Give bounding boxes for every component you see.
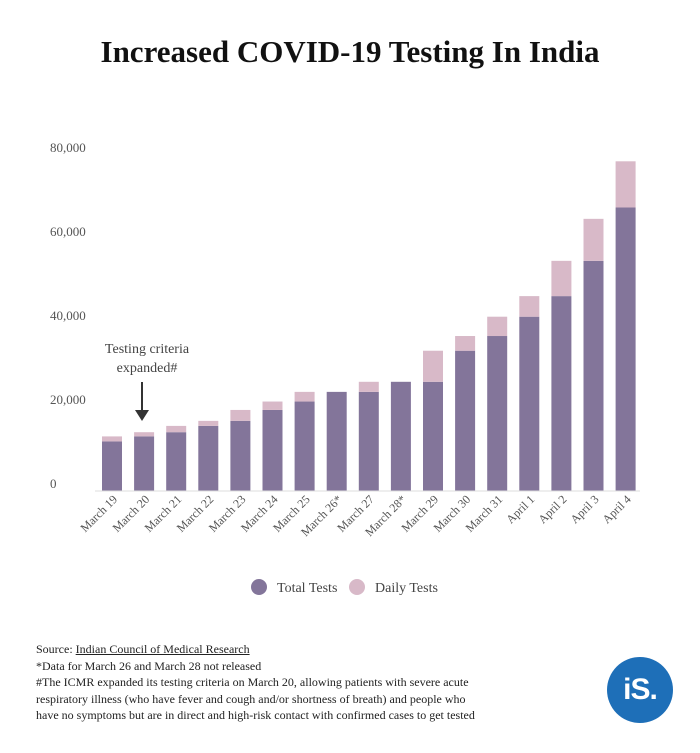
- bar-total-tests: [102, 441, 122, 491]
- legend-label-total: Total Tests: [277, 581, 337, 596]
- source-prefix: Source:: [36, 642, 76, 656]
- bar-daily-tests: [487, 316, 508, 337]
- bar-total-tests: [519, 316, 540, 491]
- bar-total-tests: [134, 436, 155, 491]
- bar-daily-tests: [166, 425, 187, 433]
- bar-total-tests: [326, 391, 347, 491]
- bar-daily-tests: [230, 409, 251, 421]
- bar-total-tests: [615, 207, 636, 491]
- bar-total-tests: [583, 260, 604, 491]
- annotation-line2: expanded#: [117, 361, 178, 376]
- brand-logo: iS.: [607, 657, 673, 723]
- bar-daily-tests: [583, 218, 604, 261]
- page-title: Increased COVID-19 Testing In India: [100, 34, 600, 69]
- bar-daily-tests: [519, 296, 540, 317]
- bar-daily-tests: [294, 391, 315, 402]
- y-tick-label: 20,000: [50, 392, 86, 407]
- bar-total-tests: [487, 336, 508, 491]
- bar-daily-tests: [551, 260, 572, 297]
- bar-total-tests: [455, 350, 476, 491]
- y-axis-ticks: 0 20,000 40,000 60,000 80,000: [50, 140, 86, 491]
- y-tick-label: 40,000: [50, 308, 86, 323]
- bar-total-tests: [230, 420, 251, 491]
- bar-daily-tests: [134, 432, 155, 437]
- bar-daily-tests: [455, 336, 476, 351]
- y-tick-label: 0: [50, 476, 57, 491]
- y-tick-label: 80,000: [50, 140, 86, 155]
- legend-label-daily: Daily Tests: [375, 581, 438, 596]
- source-link[interactable]: Indian Council of Medical Research: [75, 642, 250, 656]
- footnote-1: *Data for March 26 and March 28 not rele…: [36, 658, 262, 673]
- bar-daily-tests: [358, 381, 379, 392]
- x-tick-label: April 3: [567, 492, 601, 526]
- annotation: Testing criteria expanded#: [105, 342, 190, 421]
- bar-total-tests: [262, 409, 283, 491]
- bar-daily-tests: [423, 350, 443, 382]
- footnote-3: respiratory illness (who have fever and …: [36, 691, 466, 706]
- bar-daily-tests: [615, 161, 636, 208]
- footnote-4: have no symptoms but are in direct and h…: [36, 708, 475, 722]
- bar-total-tests: [390, 381, 411, 491]
- bar-total-tests: [294, 401, 315, 491]
- x-tick-label: April 4: [600, 492, 634, 526]
- source-line: Source: Indian Council of Medical Resear…: [36, 641, 596, 658]
- bar-total-tests: [358, 391, 379, 491]
- x-tick-label: April 1: [503, 492, 537, 526]
- footnote-2: #The ICMR expanded its testing criteria …: [36, 675, 469, 689]
- bar-total-tests: [551, 296, 572, 491]
- bar-total-tests: [423, 381, 443, 491]
- x-tick-label: April 2: [535, 492, 569, 526]
- legend-swatch-total: [251, 579, 267, 595]
- bar-daily-tests: [262, 401, 283, 410]
- footnotes: Source: Indian Council of Medical Resear…: [36, 641, 596, 724]
- bar-total-tests: [198, 425, 219, 491]
- bars: [102, 161, 636, 491]
- stacked-bar-chart: 0 20,000 40,000 60,000 80,000 March 19March …: [50, 140, 640, 596]
- annotation-line1: Testing criteria: [105, 342, 190, 357]
- y-tick-label: 60,000: [50, 224, 86, 239]
- bar-daily-tests: [102, 436, 122, 442]
- bar-daily-tests: [198, 420, 219, 426]
- legend: Total Tests Daily Tests: [251, 579, 438, 596]
- legend-swatch-daily: [349, 579, 365, 595]
- bar-total-tests: [166, 432, 187, 491]
- annotation-arrow-head: [135, 410, 149, 421]
